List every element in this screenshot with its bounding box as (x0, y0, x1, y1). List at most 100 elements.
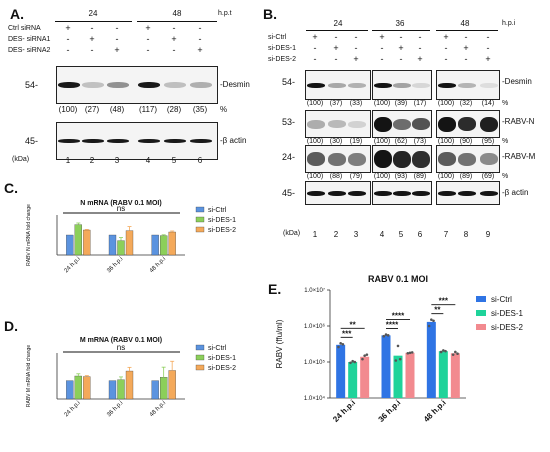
chart-title: N mRNA (RABV 0.1 MOI) (80, 200, 161, 207)
bar (108, 234, 117, 256)
legend-swatch (195, 216, 205, 223)
panel-b-label: B. (263, 6, 277, 22)
blot-band (348, 82, 366, 88)
quantification-value: (32) (459, 100, 473, 107)
quantification-value: (93) (394, 173, 408, 180)
lane-number: 1 (312, 230, 318, 239)
treatment-sign: + (312, 32, 318, 42)
molecular-weight-marker: 45- (25, 136, 39, 146)
molecular-weight-marker: 45- (282, 188, 296, 198)
treatment-label: DES- siRNA1 (8, 36, 51, 43)
blot-band (328, 190, 346, 196)
lane-number: 2 (333, 230, 339, 239)
legend-swatch (195, 354, 205, 361)
bar (117, 240, 125, 256)
data-point (456, 352, 459, 356)
data-point (339, 342, 342, 345)
treatment-sign: - (66, 34, 70, 44)
blot-band (393, 150, 411, 168)
treatment-sign: - (115, 23, 119, 33)
treatment-sign: - (198, 23, 202, 33)
bar (450, 353, 460, 398)
treatment-sign: - (313, 54, 317, 64)
molecular-weight-marker: 24- (282, 152, 296, 162)
legend-label: si-Ctrl (208, 345, 227, 352)
blot-band (328, 120, 346, 128)
data-point (410, 351, 414, 354)
blot-band (348, 190, 366, 196)
y-axis-label: RABV M mRNA fold change (26, 345, 32, 407)
panel-a-kda: (kDa) (12, 156, 30, 163)
western-blot (56, 66, 218, 104)
x-tick-label: 48 h.p.i (149, 256, 167, 274)
protein-label: -β actin (220, 136, 247, 145)
blot-band (374, 82, 392, 88)
data-point (382, 334, 386, 338)
blot-band (107, 82, 129, 88)
protein-label: -RABV-N (502, 117, 535, 126)
blot-band (412, 150, 430, 168)
blot-band (480, 82, 498, 88)
data-point (341, 343, 345, 346)
panel-a-label: A. (10, 6, 24, 22)
panel-b-group-line (306, 30, 368, 31)
western-blot (372, 181, 432, 205)
lane-number: 4 (379, 230, 385, 239)
western-blot (436, 181, 500, 205)
blot-band (438, 190, 456, 196)
data-point (386, 334, 390, 337)
blot-band (393, 82, 411, 88)
data-point (451, 353, 455, 356)
quantification-value: (35) (192, 105, 208, 114)
protein-label: -RABV-M (502, 152, 536, 161)
quantification-value: (100) (373, 173, 391, 180)
x-tick-label: 36 h.p.i (106, 400, 124, 418)
lane-number: 3 (114, 156, 120, 165)
blot-band (190, 82, 212, 88)
protein-label: -Desmin (502, 77, 532, 86)
bar (117, 379, 125, 400)
treatment-sign: - (444, 54, 448, 64)
y-tick-label: 1.0×10⁷ (304, 287, 325, 294)
bar (381, 335, 391, 398)
quantification-value: (100) (437, 173, 455, 180)
data-point (427, 324, 431, 328)
bar (426, 321, 436, 398)
treatment-sign: - (172, 23, 176, 33)
quantification-value: (28) (166, 105, 182, 114)
treatment-sign: + (353, 54, 359, 64)
data-point (363, 354, 366, 357)
bar (360, 356, 370, 398)
quantification-value: (69) (481, 173, 495, 180)
data-point (454, 350, 457, 354)
data-point (396, 344, 400, 348)
treatment-sign: - (380, 43, 384, 53)
bar (160, 235, 168, 256)
y-tick-label: 1.0×10⁶ (304, 323, 326, 330)
blot-band (58, 139, 80, 143)
bar (74, 224, 82, 256)
treatment-sign: - (172, 45, 176, 55)
blot-band (438, 116, 456, 132)
western-blot (305, 70, 371, 100)
bar (66, 380, 74, 400)
legend-swatch (476, 296, 486, 302)
quantification-value: (30) (329, 138, 343, 145)
blot-band (412, 118, 430, 130)
blot-band (307, 152, 325, 166)
panel-b-group-24: 24 (333, 19, 343, 28)
data-point (442, 349, 445, 352)
blot-band (438, 82, 456, 88)
blot-band (374, 150, 392, 168)
panel-b-kda: (kDa) (283, 230, 301, 237)
significance-label: ** (350, 320, 357, 329)
legend-label: si-DES-2 (208, 227, 236, 234)
treatment-label: si-DES-1 (268, 45, 297, 52)
treatment-sign: - (380, 54, 384, 64)
blot-band (458, 152, 476, 166)
quantification-value: (14) (481, 100, 495, 107)
data-point (398, 357, 402, 361)
legend-label: si-DES-2 (491, 323, 524, 332)
legend-label: si-DES-1 (491, 309, 524, 318)
blot-band (190, 139, 212, 143)
